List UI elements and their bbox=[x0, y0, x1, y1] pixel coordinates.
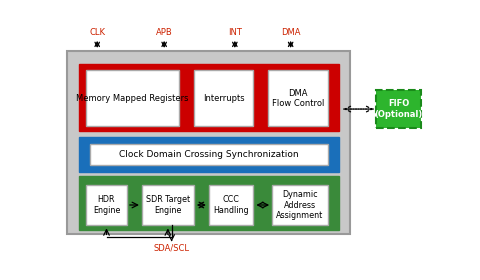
FancyBboxPatch shape bbox=[79, 64, 339, 130]
FancyBboxPatch shape bbox=[67, 51, 350, 234]
Text: CLK: CLK bbox=[89, 28, 105, 37]
Text: Interrupts: Interrupts bbox=[203, 94, 244, 103]
Text: Memory Mapped Registers: Memory Mapped Registers bbox=[76, 94, 189, 103]
FancyBboxPatch shape bbox=[86, 70, 179, 126]
FancyBboxPatch shape bbox=[90, 144, 328, 165]
Text: INT: INT bbox=[228, 28, 242, 37]
FancyBboxPatch shape bbox=[142, 185, 194, 225]
Text: DMA
Flow Control: DMA Flow Control bbox=[272, 88, 324, 108]
Text: Clock Domain Crossing Synchronization: Clock Domain Crossing Synchronization bbox=[119, 150, 299, 159]
FancyBboxPatch shape bbox=[268, 70, 328, 126]
FancyBboxPatch shape bbox=[79, 137, 339, 172]
Text: DMA: DMA bbox=[281, 28, 300, 37]
Text: SDA/SCL: SDA/SCL bbox=[154, 244, 190, 253]
Text: SDR Target
Engine: SDR Target Engine bbox=[146, 195, 190, 215]
FancyBboxPatch shape bbox=[272, 185, 328, 225]
FancyBboxPatch shape bbox=[194, 70, 253, 126]
Text: Dynamic
Address
Assignment: Dynamic Address Assignment bbox=[276, 190, 324, 220]
Text: CCC
Handling: CCC Handling bbox=[213, 195, 249, 215]
Text: HDR
Engine: HDR Engine bbox=[93, 195, 120, 215]
Text: FIFO
(Optional): FIFO (Optional) bbox=[374, 99, 423, 119]
Text: APB: APB bbox=[156, 28, 172, 37]
FancyBboxPatch shape bbox=[376, 90, 421, 129]
FancyBboxPatch shape bbox=[86, 185, 127, 225]
FancyBboxPatch shape bbox=[79, 176, 339, 230]
FancyBboxPatch shape bbox=[209, 185, 253, 225]
